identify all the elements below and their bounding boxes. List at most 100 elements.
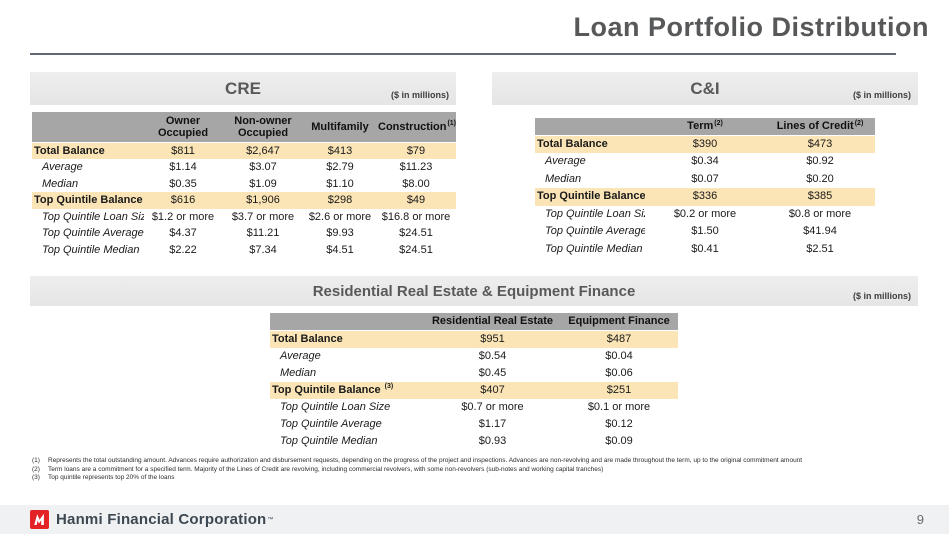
cre-col-blank	[32, 112, 144, 143]
page-title: Loan Portfolio Distribution	[573, 12, 929, 42]
cre-col-construction-label: Construction	[378, 120, 447, 133]
table-cell: $0.8 or more	[788, 207, 852, 220]
row-label-text: Average	[545, 155, 586, 167]
rre-units-label: ($ in millions)	[852, 291, 911, 301]
cre-col-owner-occupied: Owner Occupied	[144, 112, 222, 143]
row-label: Top Quintile Loan Size	[32, 209, 144, 226]
table-row: Average $1.14 $3.07 $2.79 $11.23	[32, 159, 456, 176]
table-cell: $2.79	[326, 161, 354, 174]
footnote-text: Top quintile represents top 20% of the l…	[48, 474, 175, 482]
table-cell: $0.7 or more	[461, 400, 524, 413]
table-cell: $811	[171, 144, 195, 157]
table-cell: $251	[606, 383, 632, 396]
table-cell: $2.22	[169, 244, 197, 257]
table-cell: $487	[606, 332, 632, 345]
row-label-text: Total Balance	[34, 144, 105, 157]
ci-col-loc-label: Lines of Credit	[776, 120, 854, 133]
table-row: Top Quintile Median $2.22 $7.34 $4.51 $2…	[32, 242, 456, 259]
footnote-ref-2: (2)	[854, 119, 864, 127]
table-cell: $407	[480, 383, 505, 396]
row-label-text: Median	[545, 172, 582, 185]
table-cell: $1.10	[326, 177, 354, 190]
footer-bar: Hanmi Financial Corporation ™ 9	[0, 505, 949, 534]
page-number: 9	[916, 512, 924, 527]
footnote-number: (2)	[32, 465, 40, 473]
row-label-text: Top Quintile Average	[280, 417, 382, 430]
footnote-number: (1)	[32, 457, 40, 464]
row-label-text: Total Balance	[537, 137, 608, 150]
table-row: Average $0.54 $0.04	[270, 348, 678, 365]
row-label-text: Top Quintile Median	[545, 242, 643, 255]
ci-col-lines-of-credit: Lines of Credit(2)	[765, 118, 875, 136]
cre-section-header: CRE ($ in millions)	[30, 72, 456, 105]
ci-table: Term(2) Lines of Credit(2) Total Balance…	[535, 118, 875, 258]
table-cell: $0.45	[478, 366, 507, 379]
cre-col-multifamily: Multifamily	[304, 112, 376, 143]
table-row: Top Quintile Loan Size $0.2 or more $0.8…	[535, 206, 875, 224]
table-cell: $24.51	[399, 244, 433, 257]
row-label: Top Quintile Balance(3)	[32, 192, 144, 209]
table-cell: $1,906	[246, 194, 280, 207]
table-cell: $0.04	[605, 349, 633, 362]
trademark-symbol: ™	[267, 516, 274, 523]
footnote-1: (1) Represents the total outstanding amo…	[30, 457, 932, 466]
row-label: Top Quintile Average	[270, 416, 425, 433]
brand-name: Hanmi Financial Corporation	[56, 511, 267, 528]
hanmi-logo-icon	[30, 510, 49, 529]
table-cell: $1.09	[249, 177, 277, 190]
table-cell: $0.20	[806, 172, 834, 185]
table-cell: $951	[480, 332, 505, 345]
table-cell: $336	[692, 190, 718, 202]
table-row: Median $0.35 $1.09 $1.10 $8.00	[32, 176, 456, 193]
table-cell: $0.1 or more	[587, 400, 651, 413]
footnote-ref-1: (1)	[447, 120, 457, 128]
ci-header-row: Term(2) Lines of Credit(2)	[535, 118, 875, 136]
row-label: Top Quintile Average	[535, 223, 645, 241]
rre-col-residential: Residential Real Estate	[425, 313, 560, 331]
ci-col-blank	[535, 118, 645, 136]
footnote-ref-2: (2)	[714, 119, 723, 127]
rre-table: Residential Real Estate Equipment Financ…	[270, 313, 678, 450]
table-cell: $0.92	[806, 155, 834, 167]
title-divider	[30, 53, 896, 55]
row-label-text: Top Quintile Loan Size	[280, 400, 391, 413]
table-cell: $385	[807, 190, 833, 202]
table-cell: $1.50	[691, 225, 719, 237]
row-label-text: Top Quintile Loan Size	[545, 207, 645, 220]
table-cell: $11.21	[246, 227, 280, 240]
ci-col-term-label: Term	[687, 120, 714, 133]
table-cell: $0.2 or more	[673, 207, 737, 220]
row-label: Top Quintile Average	[32, 225, 144, 242]
row-label: Median	[270, 365, 425, 382]
row-label-text: Top Quintile Balance	[537, 190, 645, 202]
table-cell: $0.35	[169, 177, 197, 190]
table-cell: $41.94	[803, 225, 837, 237]
ci-section-header: C&I ($ in millions)	[492, 72, 918, 105]
table-row: Top Quintile Average $1.17 $0.12	[270, 416, 678, 433]
ci-section-title: C&I	[690, 78, 720, 98]
table-cell: $24.51	[399, 227, 433, 240]
table-row: Total Balance $390 $473	[535, 135, 875, 153]
table-row: Total Balance $811 $2,647 $413 $79	[32, 142, 456, 160]
table-cell: $473	[807, 137, 833, 150]
table-cell: $16.8 or more	[381, 210, 451, 223]
row-label: Median	[535, 171, 645, 189]
table-cell: $1.17	[478, 417, 507, 430]
cre-table: Owner Occupied Non-owner Occupied Multif…	[32, 112, 456, 259]
row-label-text: Top Quintile Average	[545, 225, 645, 237]
table-row: Top Quintile Balance(3) $336 $385	[535, 188, 875, 206]
row-label-text: Top Quintile Median	[280, 434, 378, 447]
row-label-text: Top Quintile Balance	[34, 194, 143, 207]
table-row: Average $0.34 $0.92	[535, 153, 875, 171]
row-label-text: Average	[42, 161, 83, 174]
rre-col-equipment: Equipment Finance	[560, 313, 678, 331]
table-cell: $1.2 or more	[151, 210, 215, 223]
ci-col-term: Term(2)	[645, 118, 765, 136]
table-cell: $4.37	[169, 227, 197, 240]
rre-section-header: Residential Real Estate & Equipment Fina…	[30, 276, 918, 306]
cre-header-row: Owner Occupied Non-owner Occupied Multif…	[32, 112, 457, 143]
table-cell: $9.93	[326, 227, 354, 240]
table-row: Top Quintile Average $4.37 $11.21 $9.93 …	[32, 225, 456, 242]
row-label: Total Balance	[32, 142, 144, 159]
row-label-text: Average	[280, 349, 321, 362]
